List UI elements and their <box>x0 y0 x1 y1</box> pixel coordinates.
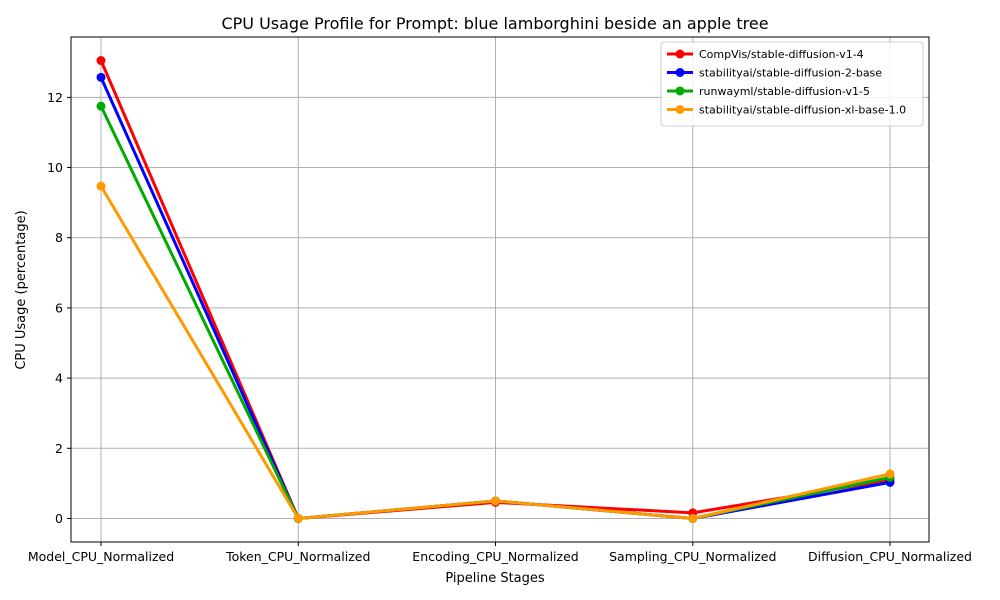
y-tick-label: 12 <box>47 90 63 105</box>
data-point <box>688 513 698 523</box>
legend-marker <box>675 86 685 96</box>
legend-marker <box>675 49 685 59</box>
legend-label: runwayml/stable-diffusion-v1-5 <box>699 85 870 98</box>
legend-box <box>660 41 924 127</box>
y-axis: 0 2 4 6 8 10 12 <box>47 90 71 526</box>
legend-item: stabilityai/stable-diffusion-2-base <box>667 67 882 80</box>
data-point <box>96 72 106 82</box>
x-tick-label: Encoding_CPU_Normalized <box>412 549 578 564</box>
y-tick-label: 8 <box>55 230 63 245</box>
legend-label: stabilityai/stable-diffusion-xl-base-1.0 <box>699 104 906 117</box>
y-tick-label: 4 <box>55 371 63 386</box>
legend-marker <box>675 68 685 77</box>
legend: CompVis/stable-diffusion-v1-4 stabilityai… <box>660 41 924 127</box>
legend-item: runwayml/stable-diffusion-v1-5 <box>667 85 870 98</box>
x-axis: Model_CPU_Normalized Token_CPU_Normalized… <box>28 542 972 564</box>
data-point <box>885 469 895 479</box>
legend-label: CompVis/stable-diffusion-v1-4 <box>699 48 864 61</box>
x-tick-label: Sampling_CPU_Normalized <box>609 549 776 564</box>
data-point <box>293 513 303 523</box>
x-tick-label: Diffusion_CPU_Normalized <box>808 549 972 564</box>
legend-label: stabilityai/stable-diffusion-2-base <box>699 67 882 80</box>
data-point <box>96 181 106 191</box>
data-point <box>491 496 500 506</box>
data-point <box>96 101 106 111</box>
y-axis-label: CPU Usage (percentage) <box>14 210 29 369</box>
x-axis-label: Pipeline Stages <box>445 571 545 586</box>
x-tick-label: Model_CPU_Normalized <box>28 549 174 564</box>
chart-title: CPU Usage Profile for Prompt: blue lambo… <box>221 14 768 33</box>
series-group <box>96 56 895 523</box>
legend-item: CompVis/stable-diffusion-v1-4 <box>667 48 864 61</box>
legend-item: stabilityai/stable-diffusion-xl-base-1.0 <box>667 104 906 117</box>
plot-frame <box>70 36 930 543</box>
data-point <box>96 56 106 66</box>
y-tick-label: 6 <box>55 300 63 315</box>
x-tick-label: Token_CPU_Normalized <box>225 549 370 564</box>
y-tick-label: 2 <box>55 441 63 456</box>
series-3 <box>96 181 895 523</box>
y-tick-label: 10 <box>47 160 63 175</box>
legend-marker <box>675 105 685 114</box>
y-tick-label: 0 <box>55 511 63 526</box>
